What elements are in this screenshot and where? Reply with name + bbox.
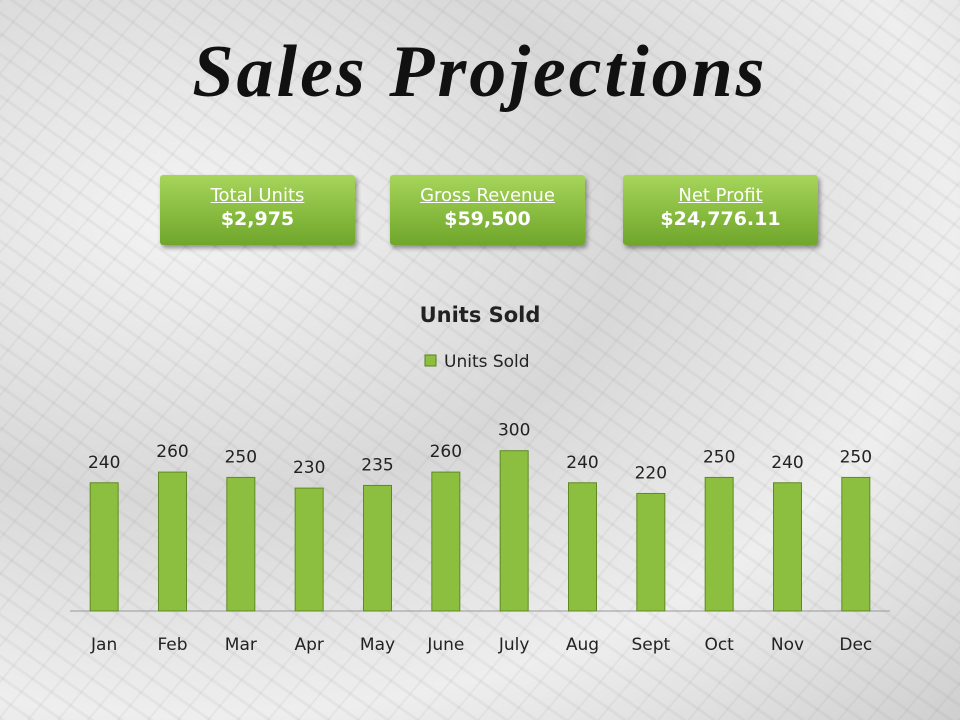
bar bbox=[431, 471, 461, 612]
kpi-box: Total Units $2,975 bbox=[160, 175, 355, 245]
data-label: 250 bbox=[840, 447, 872, 467]
x-tick-label: Oct bbox=[704, 635, 734, 655]
data-label: 260 bbox=[156, 442, 188, 462]
data-label: 240 bbox=[771, 453, 803, 473]
kpi-value: $59,500 bbox=[444, 208, 531, 230]
x-tick-label: Jan bbox=[90, 635, 117, 655]
kpi-value: $24,776.11 bbox=[660, 208, 781, 230]
kpi-label: Net Profit bbox=[678, 185, 763, 206]
bar bbox=[841, 476, 871, 612]
data-label: 300 bbox=[498, 421, 530, 441]
data-label: 220 bbox=[635, 463, 667, 483]
x-tick-label: May bbox=[360, 635, 395, 655]
data-label: 240 bbox=[566, 453, 598, 473]
kpi-box: Net Profit $24,776.11 bbox=[623, 175, 818, 245]
x-tick-label: June bbox=[426, 635, 464, 655]
legend-label: Units Sold bbox=[444, 352, 530, 372]
bar bbox=[704, 476, 734, 612]
bar bbox=[294, 487, 324, 612]
data-label: 235 bbox=[361, 455, 393, 475]
bar bbox=[636, 492, 666, 612]
bar bbox=[158, 471, 187, 612]
bar bbox=[89, 482, 119, 612]
x-tick-label: Aug bbox=[566, 635, 599, 655]
kpi-box: Gross Revenue $59,500 bbox=[390, 175, 585, 245]
bar bbox=[773, 482, 802, 612]
x-tick-label: Mar bbox=[225, 635, 257, 655]
bar bbox=[226, 476, 256, 612]
legend-swatch bbox=[424, 354, 437, 367]
kpi-label: Gross Revenue bbox=[420, 185, 555, 206]
x-tick-label: Sept bbox=[631, 635, 670, 655]
bar bbox=[568, 482, 597, 612]
bar bbox=[499, 450, 529, 612]
bar bbox=[363, 484, 392, 612]
kpi-label: Total Units bbox=[210, 185, 305, 206]
x-tick-label: Nov bbox=[771, 635, 804, 655]
data-label: 230 bbox=[293, 458, 325, 478]
kpi-value: $2,975 bbox=[220, 208, 295, 230]
data-label: 250 bbox=[703, 447, 735, 467]
data-label: 240 bbox=[88, 453, 120, 473]
data-label: 260 bbox=[430, 442, 462, 462]
data-label: 250 bbox=[225, 447, 257, 467]
chart-title: Units Sold bbox=[420, 303, 541, 327]
x-tick-label: Dec bbox=[839, 635, 872, 655]
slide-title: Sales Projections bbox=[192, 31, 768, 113]
x-tick-label: Feb bbox=[157, 635, 187, 655]
x-tick-label: July bbox=[498, 635, 530, 655]
x-tick-label: Apr bbox=[294, 635, 323, 655]
